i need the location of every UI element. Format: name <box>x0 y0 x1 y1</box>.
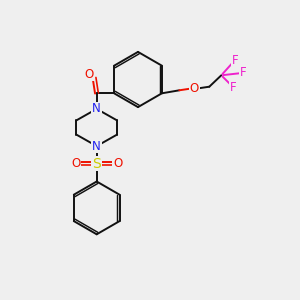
Text: O: O <box>113 157 122 170</box>
Text: F: F <box>230 81 237 94</box>
Text: S: S <box>92 157 101 170</box>
Text: O: O <box>85 68 94 81</box>
Text: O: O <box>71 157 80 170</box>
Text: N: N <box>92 102 101 116</box>
Text: F: F <box>232 54 238 67</box>
Text: N: N <box>92 140 101 153</box>
Text: F: F <box>240 66 246 80</box>
Text: N: N <box>92 102 101 116</box>
Text: O: O <box>190 82 199 95</box>
